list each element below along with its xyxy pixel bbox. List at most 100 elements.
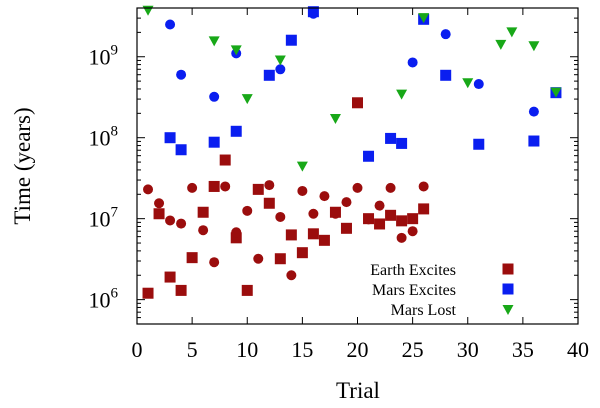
point-square-earth-excites — [186, 252, 198, 264]
y-axis-title: Time (years) — [10, 107, 35, 224]
point-square-mars-excites — [230, 125, 242, 137]
point-circle-mars-excites — [165, 19, 176, 30]
point-triangle-mars-lost — [241, 94, 253, 105]
point-circle-earth-excites — [220, 181, 231, 192]
point-circle-mars-excites — [308, 8, 319, 19]
point-square-earth-excites — [219, 154, 231, 166]
point-circle-earth-excites — [297, 185, 308, 196]
point-circle-mars-excites — [440, 29, 451, 40]
legend-label-mars-excites: Mars Excites — [372, 282, 456, 299]
point-circle-earth-excites — [242, 205, 253, 216]
point-triangle-mars-lost — [329, 114, 341, 125]
series-mars-excites — [164, 6, 562, 162]
point-circle-mars-excites — [275, 64, 286, 75]
point-square-earth-excites — [230, 232, 242, 244]
point-triangle-mars-lost — [274, 55, 286, 66]
point-circle-earth-excites — [209, 257, 220, 268]
point-square-earth-excites — [352, 97, 363, 109]
x-tick-label: 40 — [567, 337, 589, 362]
point-square-earth-excites — [340, 222, 352, 234]
point-square-mars-excites — [285, 34, 297, 46]
point-square-mars-excites — [473, 138, 485, 150]
point-circle-earth-excites — [330, 208, 341, 219]
point-square-earth-excites — [307, 228, 319, 240]
legend-marker-mars-excites — [502, 283, 514, 295]
data-points — [142, 5, 562, 299]
x-axis-label: Trial — [336, 378, 380, 403]
point-circle-earth-excites — [374, 200, 385, 211]
point-square-earth-excites — [263, 197, 275, 209]
point-circle-mars-excites — [407, 57, 418, 68]
x-tick-label: 0 — [132, 337, 143, 362]
point-square-mars-excites — [175, 144, 187, 156]
point-square-earth-excites — [385, 209, 397, 221]
point-circle-earth-excites — [198, 225, 209, 236]
point-square-mars-excites — [385, 132, 397, 144]
point-circle-earth-excites — [253, 253, 264, 264]
point-square-earth-excites — [142, 287, 154, 299]
point-square-earth-excites — [164, 271, 176, 283]
x-tick-label: 35 — [512, 337, 534, 362]
point-square-earth-excites — [274, 253, 286, 265]
point-circle-earth-excites — [154, 198, 165, 209]
point-square-earth-excites — [418, 203, 430, 215]
plot-frame — [136, 7, 579, 325]
point-circle-mars-excites — [473, 79, 484, 90]
point-square-mars-excites — [528, 135, 540, 147]
point-circle-earth-excites — [407, 226, 418, 237]
x-tick-label: 25 — [402, 337, 424, 362]
point-square-earth-excites — [252, 183, 264, 195]
axis-ticks: 0 5 10 15 20 25 30 35 40 106 107 108 109 — [89, 7, 589, 362]
legend-marker-mars-lost — [502, 305, 514, 315]
point-square-earth-excites — [296, 247, 308, 259]
point-circle-earth-excites — [341, 197, 352, 208]
x-tick-label: 15 — [291, 337, 313, 362]
legend-label-mars-lost: Mars Lost — [391, 302, 457, 319]
point-square-mars-excites — [263, 69, 275, 81]
point-square-mars-excites — [440, 69, 452, 81]
point-square-earth-excites — [208, 180, 220, 192]
point-square-earth-excites — [285, 229, 297, 241]
point-triangle-mars-lost — [495, 39, 507, 50]
legend-marker-earth-excites — [502, 263, 514, 275]
point-square-mars-excites — [363, 150, 375, 162]
point-triangle-mars-lost — [462, 78, 474, 89]
point-circle-earth-excites — [396, 232, 407, 243]
y-axis-label: Time (years) — [10, 107, 35, 224]
point-triangle-mars-lost — [142, 5, 154, 16]
y-tick-label: 109 — [89, 43, 119, 70]
legend-label-earth-excites: Earth Excites — [370, 262, 456, 279]
point-circle-earth-excites — [286, 270, 297, 281]
series-earth-excites — [142, 97, 430, 299]
point-circle-earth-excites — [143, 184, 154, 195]
point-triangle-mars-lost — [506, 27, 518, 38]
point-square-earth-excites — [318, 234, 330, 246]
point-square-earth-excites — [153, 208, 165, 220]
x-tick-label: 30 — [457, 337, 479, 362]
point-circle-mars-excites — [209, 91, 220, 102]
point-square-earth-excites — [197, 206, 209, 218]
point-triangle-mars-lost — [230, 45, 242, 56]
point-circle-earth-excites — [231, 227, 242, 238]
y-tick-label: 107 — [89, 205, 119, 232]
point-circle-earth-excites — [308, 208, 319, 219]
point-square-earth-excites — [175, 284, 187, 296]
y-tick-label: 106 — [89, 286, 119, 313]
point-circle-mars-excites — [176, 69, 187, 80]
point-square-mars-excites — [164, 132, 176, 144]
point-circle-earth-excites — [264, 180, 275, 191]
legend: Earth Excites Mars Excites Mars Lost — [370, 262, 514, 319]
y-tick-label: 108 — [89, 124, 119, 151]
point-square-earth-excites — [241, 284, 253, 296]
point-circle-earth-excites — [275, 211, 286, 222]
point-square-mars-excites — [396, 137, 408, 149]
point-triangle-mars-lost — [550, 87, 562, 98]
legend-markers — [502, 263, 514, 315]
point-circle-earth-excites — [363, 214, 374, 225]
point-triangle-mars-lost — [396, 89, 408, 100]
point-circle-earth-excites — [176, 218, 187, 229]
point-circle-earth-excites — [418, 181, 429, 192]
point-triangle-mars-lost — [296, 161, 308, 172]
point-square-mars-excites — [208, 136, 220, 148]
